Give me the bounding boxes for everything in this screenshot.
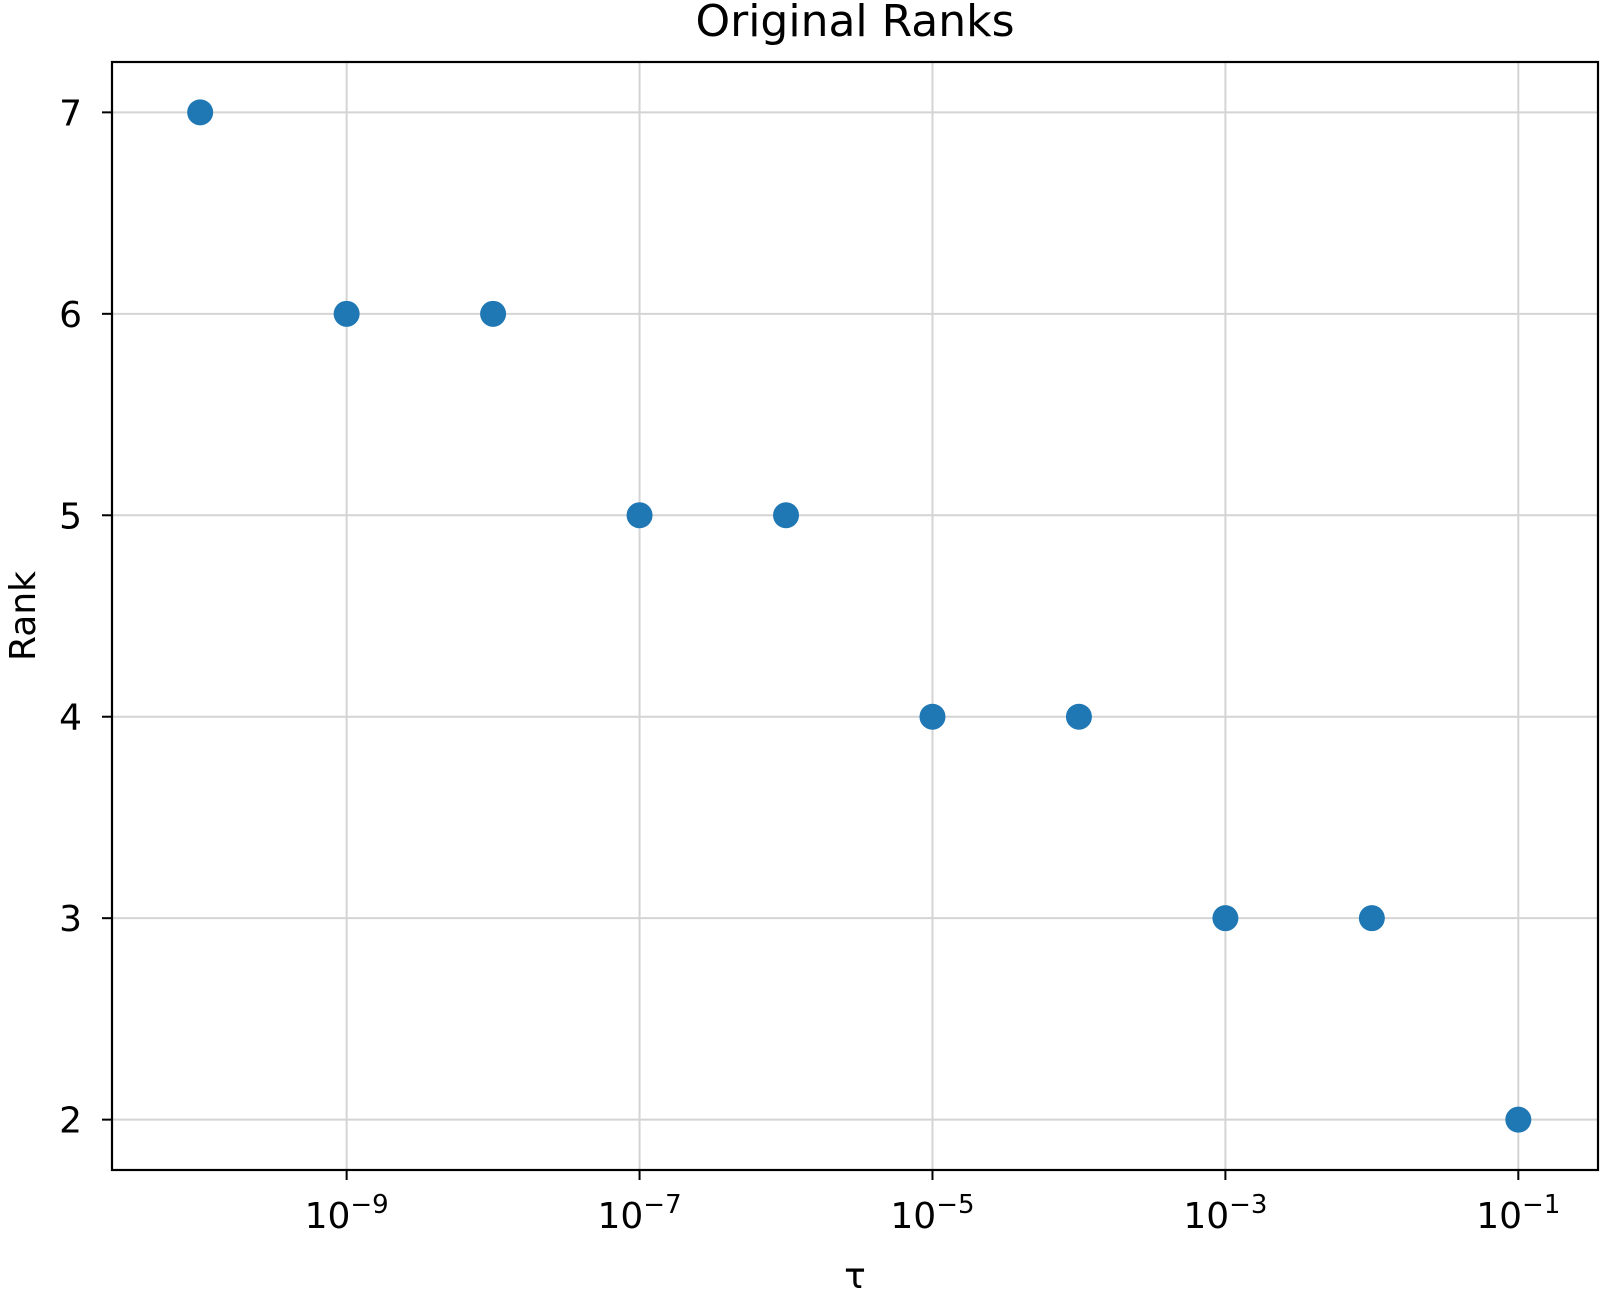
- y-tick-label: 2: [59, 1101, 82, 1142]
- chart-title: Original Ranks: [695, 0, 1014, 47]
- data-point: [1505, 1106, 1532, 1133]
- x-tick-label: 10−9: [305, 1190, 389, 1237]
- y-tick-label: 3: [59, 899, 82, 940]
- y-tick-label: 5: [59, 496, 82, 537]
- plot-frame: [110, 60, 1600, 1172]
- x-tick-label: 10−5: [890, 1190, 974, 1237]
- data-point: [1065, 703, 1092, 730]
- y-axis-label: Rank: [3, 571, 44, 661]
- data-point: [187, 99, 214, 126]
- grid: [112, 62, 1598, 1170]
- data-point: [333, 300, 360, 327]
- data-point: [773, 502, 800, 529]
- axis-ticks: 10−9 10−7 10−5 10−3 10−1 2 3 4 5 6 7: [59, 93, 1560, 1237]
- data-point: [626, 502, 653, 529]
- x-tick-label: 10−7: [597, 1190, 681, 1237]
- x-tick-label: 10−1: [1476, 1190, 1560, 1237]
- x-axis-label: τ: [844, 1256, 866, 1297]
- data-point: [480, 300, 507, 327]
- y-tick-label: 6: [59, 295, 82, 336]
- y-tick-label: 7: [59, 93, 82, 134]
- x-tick-label: 10−3: [1183, 1190, 1267, 1237]
- data-points: [187, 99, 1532, 1133]
- data-point: [1212, 905, 1239, 932]
- data-point: [919, 703, 946, 730]
- y-tick-label: 4: [59, 698, 82, 739]
- data-point: [1358, 905, 1385, 932]
